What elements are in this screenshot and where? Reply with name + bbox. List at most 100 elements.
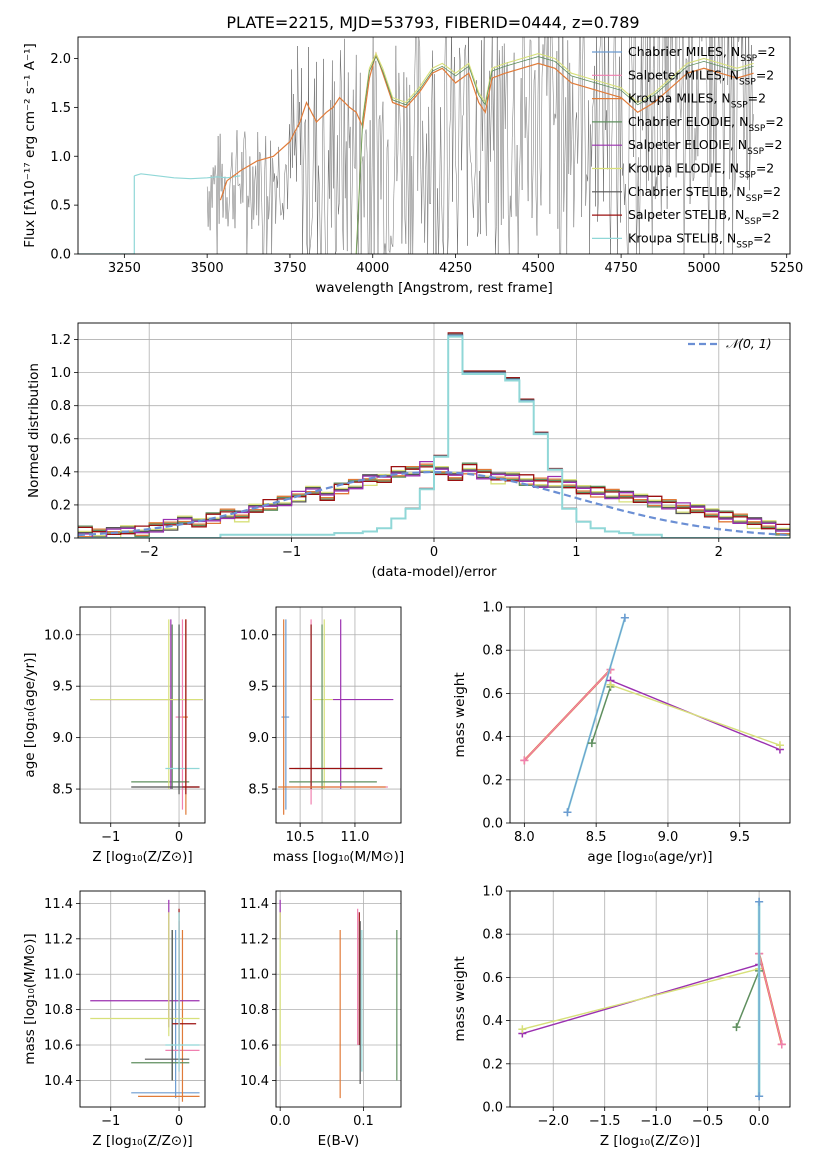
y-tick-label: 0.2 xyxy=(482,1057,503,1072)
x-tick-label: 4500 xyxy=(522,261,555,276)
x-tick-label: 3250 xyxy=(108,261,141,276)
x-tick-label: −2.0 xyxy=(537,1114,569,1129)
y-tick-label: 0.4 xyxy=(482,1014,503,1029)
y-tick-label: 10.6 xyxy=(44,1039,73,1054)
y-tick-label: 11.0 xyxy=(44,968,73,983)
mass-weight-marker xyxy=(755,897,764,906)
panel-mass-vs-Z: −1 0 10.4 10.6 10.8 11.0 11.2 11.4 Z [log₁₀(Z/Z⊙… xyxy=(22,890,206,1149)
y-tick-label: 10.8 xyxy=(240,1003,269,1018)
y-axis-label: mass weight xyxy=(452,956,468,1041)
x-tick-label: 4000 xyxy=(356,261,389,276)
y-tick-label: 0.8 xyxy=(482,928,503,943)
model-stelib-edge xyxy=(78,175,135,254)
mass-weight-marker xyxy=(775,741,784,750)
x-tick-label: 0.0 xyxy=(749,1114,770,1129)
grid xyxy=(510,606,790,824)
x-axis-label: E(B-V) xyxy=(318,1133,360,1149)
y-tick-label: 10.0 xyxy=(240,628,269,643)
axes-frame xyxy=(79,606,206,824)
x-tick-label: −1.0 xyxy=(640,1114,672,1129)
x-tick-label: −1.5 xyxy=(589,1114,621,1129)
y-axis-label: mass [log₁₀(M/M⊙)] xyxy=(22,933,38,1064)
observed-spectrum xyxy=(206,37,754,254)
panel-massweight-vs-age: 8.0 8.5 9.0 9.5 0.0 0.2 0.4 0.6 0.8 1.0 age [log₁₀… xyxy=(452,601,791,865)
y-tick-label: 8.5 xyxy=(248,783,269,798)
grid xyxy=(276,891,401,1107)
y-tick-label: 10.4 xyxy=(44,1074,73,1089)
y-tick-label: 2.0 xyxy=(50,52,71,67)
mass-weight-line xyxy=(523,669,611,761)
x-axis-label: Z [log₁₀(Z/Z⊙)] xyxy=(92,1133,192,1149)
gaussian-curve xyxy=(78,470,790,537)
y-tick-label: 0.0 xyxy=(482,1101,503,1116)
x-tick-label: −1 xyxy=(101,830,120,845)
x-tick-label: −2 xyxy=(140,545,159,560)
y-tick-label: 0.0 xyxy=(50,532,71,547)
y-tick-label: 11.4 xyxy=(240,897,269,912)
x-tick-label: 10.5 xyxy=(286,830,315,845)
model-elodie xyxy=(355,52,754,254)
y-tick-label: 0.8 xyxy=(482,644,503,659)
legend-label: Chabrier MILES, NSSP=2 xyxy=(628,44,776,64)
y-tick-label: 9.5 xyxy=(248,680,269,695)
y-tick-label: 11.0 xyxy=(240,968,269,983)
axes-frame xyxy=(509,890,791,1108)
y-tick-label: 1.0 xyxy=(50,150,71,165)
x-tick-label: 0 xyxy=(430,545,438,560)
y-tick-label: 0.5 xyxy=(50,199,71,214)
plot-area xyxy=(90,619,203,815)
x-axis-label: mass [log₁₀(M/M⊙)] xyxy=(273,849,404,865)
axes-frame xyxy=(77,36,791,255)
y-tick-label: 8.5 xyxy=(52,783,73,798)
x-tick-label: −1 xyxy=(101,1114,120,1129)
y-tick-label: 10.8 xyxy=(44,1003,73,1018)
y-tick-label: 9.5 xyxy=(52,680,73,695)
x-tick-label: −0.5 xyxy=(692,1114,724,1129)
mass-weight-line xyxy=(610,684,781,746)
mass-weight-marker xyxy=(777,1040,786,1049)
x-tick-label: 2 xyxy=(715,545,723,560)
y-tick-label: 9.0 xyxy=(248,731,269,746)
panel-mass-vs-EBV: 0.0 0.1 10.4 10.6 10.8 11.0 11.2 11.4 E(B-V) xyxy=(240,890,402,1149)
plot-area xyxy=(520,613,784,817)
legend-label: Chabrier STELIB, NSSP=2 xyxy=(628,184,781,204)
legend-label: Salpeter MILES, NSSP=2 xyxy=(628,67,774,87)
y-tick-label: 0.8 xyxy=(50,399,71,414)
y-tick-label: 10.0 xyxy=(44,628,73,643)
x-tick-label: 3500 xyxy=(191,261,224,276)
y-tick-label: 0.0 xyxy=(50,248,71,263)
legend-label: Salpeter ELODIE, NSSP=2 xyxy=(628,137,782,157)
y-tick-label: 11.2 xyxy=(44,932,73,947)
mass-weight-marker xyxy=(520,756,529,765)
x-tick-label: 8.0 xyxy=(514,830,535,845)
plot-area xyxy=(90,899,200,1102)
mass-weight-marker xyxy=(563,808,572,817)
model-elodie-chabrier xyxy=(355,55,754,254)
legend-label: Kroupa STELIB, NSSP=2 xyxy=(628,230,772,250)
y-axis-label: Flux [fλ10⁻¹⁷ erg cm⁻² s⁻¹ A⁻¹] xyxy=(22,43,38,248)
x-tick-label: 9.5 xyxy=(729,830,750,845)
panel-massweight-vs-Z: −2.0 −1.5 −1.0 −0.5 0.0 0.0 0.2 0.4 0.6 0.8 1.0 Z [… xyxy=(452,885,791,1149)
grid xyxy=(276,607,401,823)
x-tick-label: −1 xyxy=(282,545,301,560)
mass-weight-line xyxy=(735,970,760,1028)
x-tick-label: 0 xyxy=(175,830,183,845)
plot-area xyxy=(78,332,790,538)
axes-frame xyxy=(275,606,402,824)
panel-age-vs-mass: 10.5 11.0 8.5 9.0 9.5 10.0 mass [log₁₀(M/M⊙)] xyxy=(240,606,404,865)
model-stelib xyxy=(134,173,241,180)
x-tick-label: 5250 xyxy=(770,261,803,276)
y-tick-label: 11.4 xyxy=(44,897,73,912)
y-tick-label: 10.4 xyxy=(240,1074,269,1089)
axes-frame xyxy=(79,890,206,1108)
legend-label: 𝒩(0, 1) xyxy=(726,336,772,351)
x-tick-label: 8.5 xyxy=(586,830,607,845)
x-tick-label: 3750 xyxy=(273,261,306,276)
y-axis-label: Normed distribution xyxy=(26,363,42,498)
y-tick-label: 11.2 xyxy=(240,932,269,947)
x-tick-label: 0 xyxy=(175,1114,183,1129)
y-tick-label: 0.6 xyxy=(482,687,503,702)
plot-area xyxy=(78,37,754,254)
axes-frame xyxy=(509,606,791,824)
